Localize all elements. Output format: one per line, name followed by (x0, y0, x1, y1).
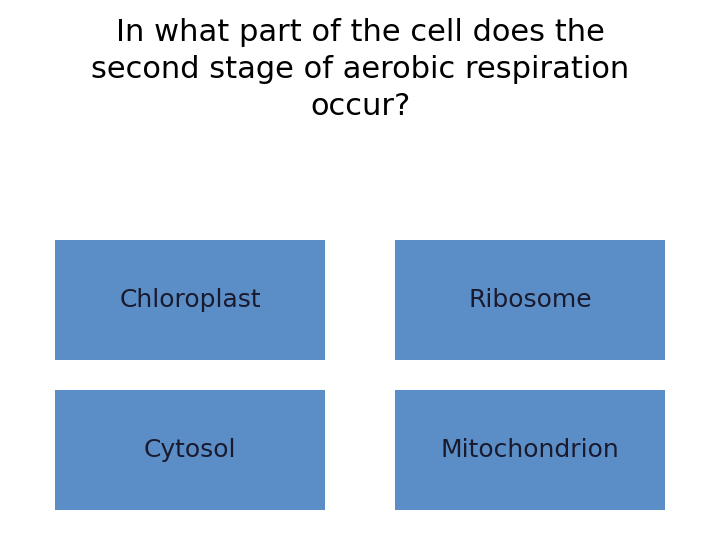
Text: Cytosol: Cytosol (144, 438, 236, 462)
Text: Chloroplast: Chloroplast (120, 288, 261, 312)
Bar (395, 390, 665, 510)
Bar (395, 240, 665, 360)
Bar (55, 240, 325, 360)
Text: In what part of the cell does the
second stage of aerobic respiration
occur?: In what part of the cell does the second… (91, 18, 629, 121)
Text: Mitochondrion: Mitochondrion (441, 438, 619, 462)
Bar (55, 390, 325, 510)
Text: Ribosome: Ribosome (468, 288, 592, 312)
